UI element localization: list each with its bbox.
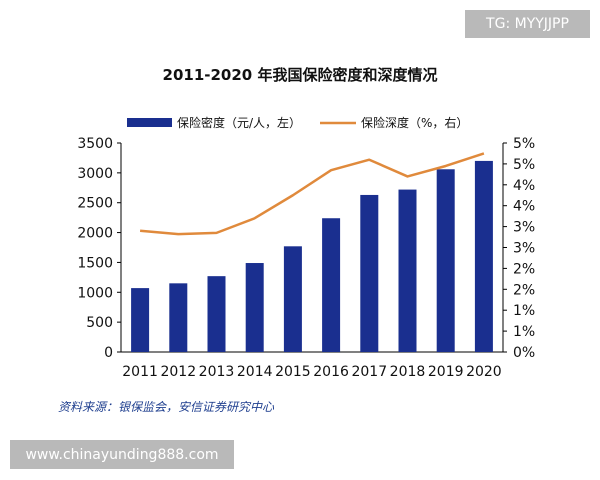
x-tick-label: 2013 (199, 364, 235, 380)
y-right-tick-label: 2% (513, 261, 535, 277)
bar (360, 194, 379, 352)
y-left-tick-label: 2000 (77, 226, 113, 242)
y-right-tick-label: 5% (513, 136, 535, 152)
y-right-tick-label: 3% (513, 241, 535, 257)
y-left-tick-label: 2500 (77, 196, 113, 212)
y-right-tick-label: 4% (513, 199, 535, 215)
chart-title: 2011-2020 年我国保险密度和深度情况 (162, 66, 438, 84)
y-right-tick-label: 2% (513, 282, 535, 298)
line-series (139, 152, 485, 236)
x-tick-label: 2015 (275, 364, 311, 380)
y-right-tick-label: 5% (513, 157, 535, 173)
y-right-tick-label: 3% (513, 220, 535, 236)
watermark-bottom: www.chinayunding888.com (10, 440, 234, 469)
bar (474, 160, 493, 352)
source-note: 资料来源：银保监会，安信证券研究中心 (58, 400, 275, 414)
y-left-tick-label: 1000 (77, 285, 113, 301)
y-left-tick-label: 1500 (77, 255, 113, 271)
bar (322, 218, 341, 352)
bar (283, 246, 302, 352)
y-right-tick-label: 0% (513, 345, 535, 361)
x-tick-label: 2018 (390, 364, 426, 380)
watermark-top: TG: MYYJJPP (465, 10, 590, 38)
bar (245, 263, 264, 352)
y-left-tick-label: 500 (86, 315, 113, 331)
x-tick-label: 2012 (160, 364, 196, 380)
legend-bar-swatch (127, 118, 172, 127)
x-tick-label: 2020 (466, 364, 502, 380)
x-tick-label: 2011 (122, 364, 158, 380)
x-tick-label: 2016 (313, 364, 349, 380)
legend-bar-label: 保险密度（元/人，左） (177, 115, 301, 130)
y-right-tick-label: 1% (513, 324, 535, 340)
x-tick-label: 2017 (351, 364, 387, 380)
y-right-tick-label: 4% (513, 178, 535, 194)
bar (131, 288, 150, 352)
bar (398, 189, 417, 352)
y-left-tick-label: 3000 (77, 166, 113, 182)
y-left-tick-label: 3500 (77, 136, 113, 152)
bar (207, 276, 226, 352)
x-tick-label: 2014 (237, 364, 273, 380)
legend-line-label: 保险深度（%，右） (361, 115, 468, 130)
bar (169, 283, 188, 352)
y-left-tick-label: 0 (104, 345, 113, 361)
bar (436, 169, 455, 352)
y-right-tick-label: 1% (513, 303, 535, 319)
x-tick-label: 2019 (428, 364, 464, 380)
